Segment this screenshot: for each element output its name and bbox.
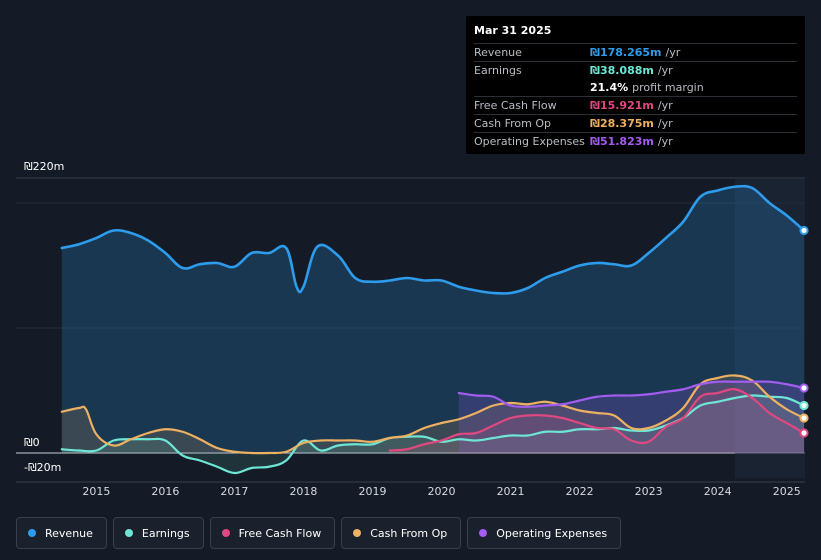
tooltip-unit: /yr: [665, 46, 681, 59]
endpoint-earnings: [799, 400, 809, 411]
x-tick-label: 2021: [497, 485, 525, 498]
legend-item-free-cash-flow[interactable]: Free Cash Flow: [209, 517, 336, 549]
x-tick-label: 2017: [220, 485, 248, 498]
legend-dot-icon: [124, 529, 133, 537]
area-revenue: [61, 186, 804, 453]
line-free-cash-flow: [388, 387, 806, 452]
tooltip-label: Free Cash Flow: [474, 99, 557, 112]
y-axis-label-top: ₪220m: [24, 160, 64, 173]
line-operating-expenses: [457, 380, 806, 408]
tooltip-row-free-cash-flow: Free Cash Flow ₪15.921m /yr: [474, 96, 797, 114]
y-axis-label-bottom: -₪20m: [24, 461, 61, 474]
tooltip-label: Revenue: [474, 46, 522, 59]
tooltip-label: Earnings: [474, 64, 522, 77]
legend-label: Free Cash Flow: [238, 526, 322, 540]
x-tick-label: 2019: [358, 485, 386, 498]
legend-label: Earnings: [141, 526, 190, 540]
tooltip-label: Operating Expenses: [474, 135, 585, 148]
x-tick-label: 2015: [82, 485, 110, 498]
tooltip-label: Cash From Op: [474, 117, 552, 130]
y-axis-label-zero: ₪0: [24, 436, 40, 449]
x-tick-label: 2020: [428, 485, 456, 498]
line-revenue: [60, 184, 806, 295]
chart-legend: Revenue Earnings Free Cash Flow Cash Fro…: [16, 517, 622, 549]
tooltip-value: ₪178.265m: [590, 46, 662, 59]
tooltip-label: [474, 79, 590, 96]
tooltip-row-earnings: Earnings ₪38.088m /yr: [474, 61, 797, 79]
legend-item-cash-from-op[interactable]: Cash From Op: [341, 517, 462, 549]
legend-dot-icon: [28, 529, 36, 537]
legend-dot-icon: [479, 529, 488, 537]
legend-dot-icon: [353, 529, 362, 537]
x-tick-label: 2024: [704, 485, 732, 498]
legend-dot-icon: [221, 529, 230, 537]
tooltip-value: ₪51.823m: [590, 135, 654, 148]
tooltip-row-operating-expenses: Operating Expenses ₪51.823m /yr: [474, 132, 797, 150]
data-tooltip: Mar 31 2025 Revenue ₪178.265m /yr Earnin…: [466, 16, 805, 154]
series-endpoints: [799, 225, 809, 438]
tooltip-unit: /yr: [657, 117, 673, 130]
endpoint-free-cash-flow: [799, 428, 809, 438]
x-tick-label: 2023: [635, 485, 663, 498]
legend-item-operating-expenses[interactable]: Operating Expenses: [467, 517, 622, 549]
tooltip-value: ₪28.375m: [590, 117, 654, 130]
tooltip-unit: /yr: [657, 135, 673, 148]
x-tick-label: 2025: [773, 485, 801, 498]
tooltip-value: 21.4%: [590, 81, 629, 94]
endpoint-cash-from-op: [799, 413, 809, 423]
legend-item-earnings[interactable]: Earnings: [112, 517, 204, 549]
tooltip-value: ₪38.088m: [590, 64, 654, 77]
area-operating-expenses: [458, 381, 804, 453]
x-tick-label: 2022: [566, 485, 594, 498]
line-cash-from-op: [60, 374, 806, 455]
area-cash-from-op: [61, 375, 804, 454]
financial-chart: ₪220m ₪0 -₪20m 2015 2016 2017 2018 2019 2020 2…: [16, 160, 809, 498]
tooltip-value: ₪15.921m: [590, 99, 654, 112]
endpoint-operating-expenses: [799, 383, 809, 393]
tooltip-unit: profit margin: [632, 81, 704, 94]
tooltip-row-profit-margin: 21.4% profit margin: [474, 79, 797, 96]
tooltip-unit: /yr: [657, 64, 673, 77]
series-lines: [60, 184, 806, 475]
x-tick-label: 2018: [289, 485, 317, 498]
legend-label: Cash From Op: [370, 526, 448, 540]
tooltip-row-revenue: Revenue ₪178.265m /yr: [474, 43, 797, 61]
grid-lines: [16, 177, 805, 483]
tooltip-unit: /yr: [657, 99, 673, 112]
tooltip-row-cash-from-op: Cash From Op ₪28.375m /yr: [474, 114, 797, 132]
tooltip-date: Mar 31 2025: [474, 24, 552, 37]
x-tick-label: 2016: [151, 485, 179, 498]
endpoint-revenue: [799, 225, 809, 236]
x-axis-ticks: 2015 2016 2017 2018 2019 2020 2021 2022 2023 2024…: [82, 485, 800, 498]
legend-item-revenue[interactable]: Revenue: [16, 517, 107, 549]
legend-label: Operating Expenses: [496, 526, 608, 540]
legend-label: Revenue: [45, 526, 93, 540]
